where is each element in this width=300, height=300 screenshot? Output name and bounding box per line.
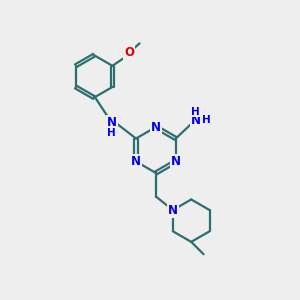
- Text: N: N: [131, 155, 141, 168]
- Text: H: H: [191, 107, 200, 117]
- Text: H: H: [107, 128, 116, 138]
- Text: N: N: [151, 121, 161, 134]
- Text: N: N: [190, 114, 200, 127]
- Text: H: H: [202, 115, 211, 125]
- Text: N: N: [168, 204, 178, 217]
- Text: N: N: [171, 155, 181, 168]
- Text: O: O: [124, 46, 134, 59]
- Text: N: N: [107, 116, 117, 129]
